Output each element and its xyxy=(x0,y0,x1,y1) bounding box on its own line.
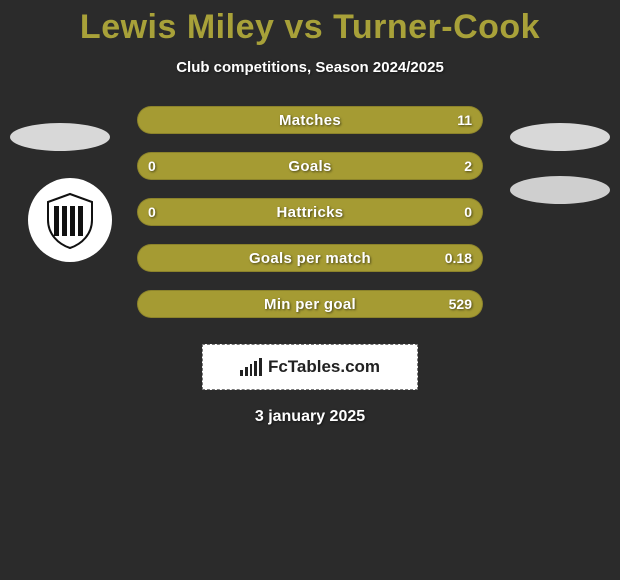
stat-value-right: 0.18 xyxy=(445,245,472,271)
stat-row: 0 Goals 2 xyxy=(137,152,483,180)
stat-label: Matches xyxy=(279,112,341,129)
stat-label: Goals xyxy=(288,158,331,175)
stat-label: Goals per match xyxy=(249,250,371,267)
chart-icon xyxy=(240,358,262,376)
chart-icon-bar xyxy=(240,370,243,376)
comparison-container: Lewis Miley vs Turner-Cook Club competit… xyxy=(0,0,620,426)
stat-value-left: 0 xyxy=(148,153,156,179)
stat-value-left: 0 xyxy=(148,199,156,225)
stat-value-right: 11 xyxy=(457,107,472,133)
chart-icon-bar xyxy=(245,367,248,376)
chart-icon-bar xyxy=(254,361,257,376)
stat-value-right: 529 xyxy=(449,291,472,317)
stat-value-right: 2 xyxy=(464,153,472,179)
page-title: Lewis Miley vs Turner-Cook xyxy=(0,8,620,47)
footer-brand-text: FcTables.com xyxy=(268,357,380,377)
stat-label: Min per goal xyxy=(264,296,356,313)
footer-brand-box: FcTables.com xyxy=(202,344,418,390)
stat-row: Min per goal 529 xyxy=(137,290,483,318)
stat-row: Goals per match 0.18 xyxy=(137,244,483,272)
chart-icon-bar xyxy=(250,364,253,376)
report-date: 3 january 2025 xyxy=(0,408,620,426)
chart-icon-bar xyxy=(259,358,262,376)
stat-value-right: 0 xyxy=(464,199,472,225)
stat-row: Matches 11 xyxy=(137,106,483,134)
stat-rows: Matches 11 0 Goals 2 0 Hattricks 0 Goals per mat… xyxy=(0,106,620,318)
stat-label: Hattricks xyxy=(277,204,344,221)
stat-row: 0 Hattricks 0 xyxy=(137,198,483,226)
page-subtitle: Club competitions, Season 2024/2025 xyxy=(0,59,620,76)
